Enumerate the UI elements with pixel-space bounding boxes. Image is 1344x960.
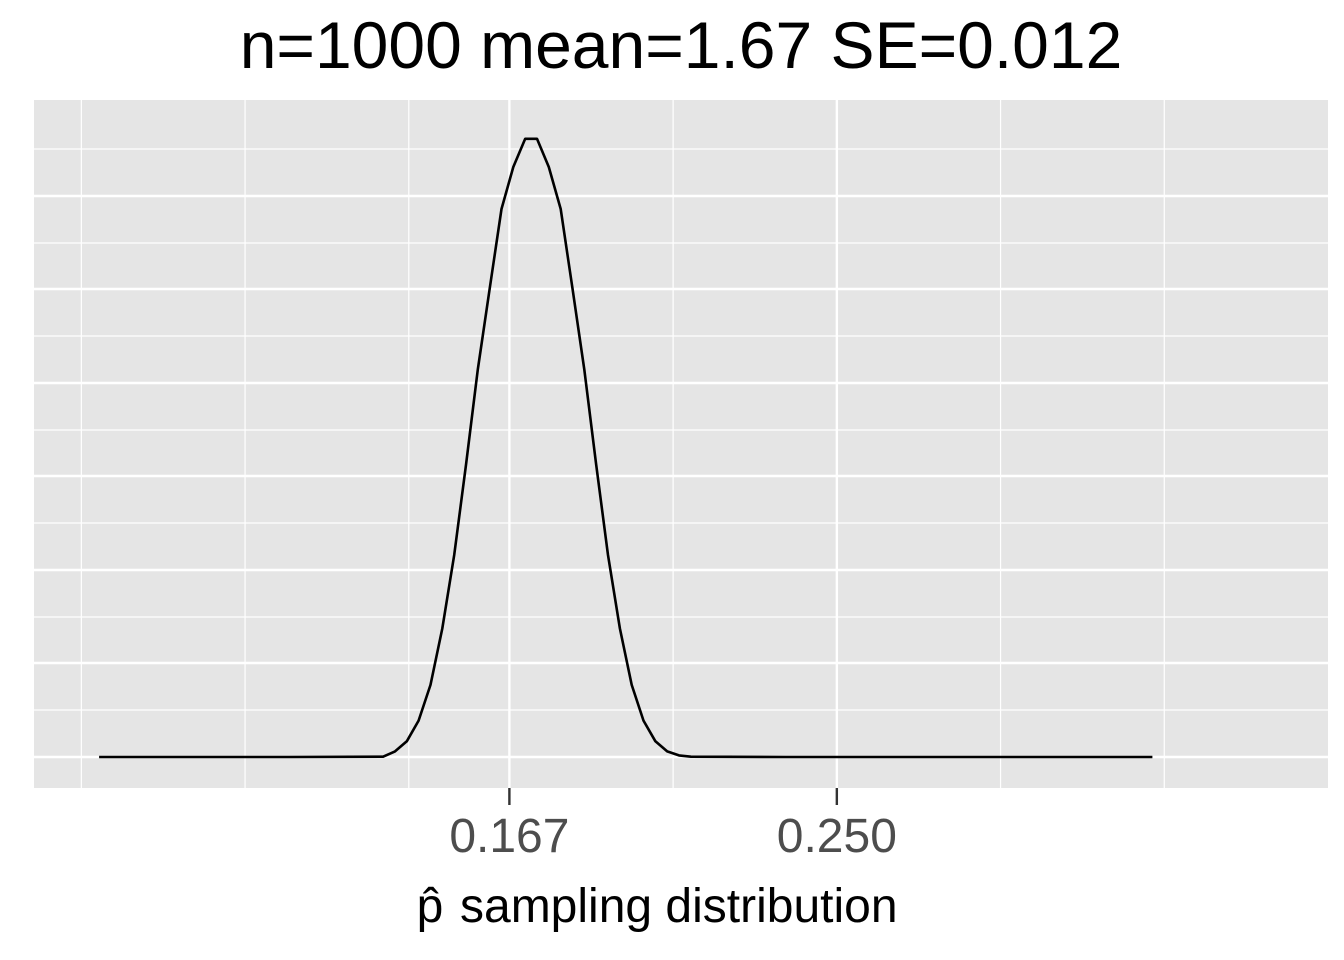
major-gridlines: [34, 100, 1328, 788]
chart-title: n=1000 mean=1.67 SE=0.012: [240, 8, 1123, 82]
minor-gridlines: [34, 100, 1328, 788]
x-tick-label-1: 0.250: [777, 810, 897, 863]
x-axis-ticks: 0.167 0.250: [449, 788, 897, 863]
x-tick-label-0: 0.167: [449, 810, 569, 863]
x-axis-title: p̂ sampling distribution: [417, 880, 898, 933]
plot-panel: [34, 100, 1328, 788]
x-axis-label: sampling distribution: [460, 880, 898, 933]
x-axis-symbol: p̂: [417, 880, 444, 933]
density-line: [99, 137, 1153, 759]
